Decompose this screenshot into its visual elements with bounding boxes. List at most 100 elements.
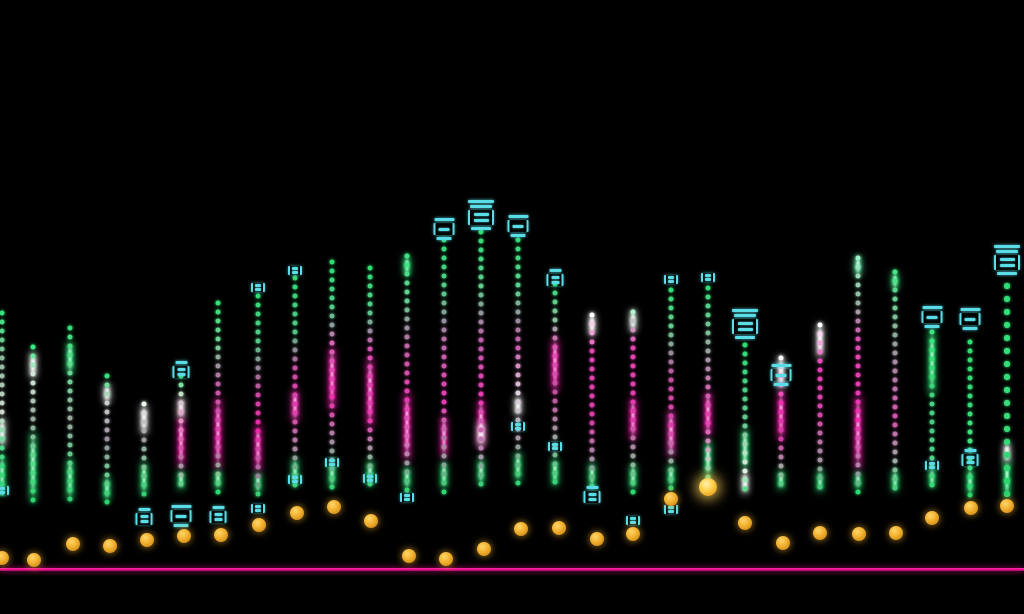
trail-dot: [855, 435, 861, 441]
bounce-ball: [66, 537, 80, 551]
trail-dot: [705, 303, 711, 309]
trail-dot: [892, 278, 898, 284]
trail-dot: [404, 343, 410, 349]
trail-dot: [817, 340, 823, 346]
trail-dot: [441, 237, 447, 243]
bracket-marker-icon: [288, 475, 302, 484]
bounce-ball: [776, 536, 790, 550]
marker-bar: [434, 218, 454, 221]
trail-dot: [67, 406, 73, 412]
trail-dot: [855, 327, 861, 333]
trail-dot: [404, 316, 410, 322]
trail-dot: [329, 268, 335, 274]
trail-dot: [817, 349, 823, 355]
marker-bracket-box: [135, 513, 153, 525]
trail-dot: [630, 417, 636, 423]
marker-bar: [515, 423, 521, 426]
trail-dot: [515, 336, 521, 342]
trail-dot: [817, 439, 823, 445]
marker-bar: [438, 227, 450, 231]
trail-dot: [0, 445, 5, 451]
marker-bracket-box: [626, 516, 640, 525]
trail-dot: [478, 319, 484, 325]
bounce-ball: [852, 527, 866, 541]
trail-dot: [67, 487, 73, 493]
trail-dot: [778, 481, 784, 487]
trail-dot: [552, 416, 558, 422]
glow-core: [179, 399, 183, 418]
marker-bracket-box: [288, 475, 302, 484]
marker-bracket-box: [959, 313, 981, 325]
trail-dot: [705, 339, 711, 345]
trail-dot: [552, 461, 558, 467]
trail-dot: [892, 341, 898, 347]
trail-dot: [742, 468, 748, 474]
trail-dot: [441, 480, 447, 486]
marker-bar: [929, 462, 935, 465]
trail-dot: [515, 390, 521, 396]
marker-bar: [471, 227, 491, 230]
glow-core: [968, 470, 972, 494]
bounce-ball: [626, 527, 640, 541]
trail-dot: [705, 285, 711, 291]
trail-dot: [630, 426, 636, 432]
trail-dot: [892, 359, 898, 365]
trail-dot: [589, 447, 595, 453]
bracket-marker-icon: [251, 504, 265, 513]
glow-core: [31, 434, 35, 500]
glow-core: [0, 420, 4, 446]
trail-dot: [589, 402, 595, 408]
trail-dot: [1004, 413, 1010, 419]
trail-dot: [178, 436, 184, 442]
trail-dot: [329, 385, 335, 391]
marker-bar: [138, 508, 150, 511]
glow-core: [293, 460, 297, 484]
trail-dot: [30, 470, 36, 476]
trail-dot: [705, 456, 711, 462]
trail-dot: [967, 492, 973, 498]
trail-dot: [329, 412, 335, 418]
trail-dot: [292, 320, 298, 326]
trail-dot: [255, 482, 261, 488]
trail-dot: [178, 481, 184, 487]
trail-dot: [478, 301, 484, 307]
trail-dot: [292, 311, 298, 317]
marker-bar: [966, 456, 974, 459]
trail-dot: [441, 318, 447, 324]
glow-core: [669, 466, 673, 486]
trail-dot: [178, 409, 184, 415]
marker-bar: [551, 281, 559, 284]
glow-core: [743, 430, 747, 468]
marker-bar: [292, 271, 298, 274]
marker-bar: [771, 364, 791, 367]
trail-dot: [404, 424, 410, 430]
trail-dot: [404, 460, 410, 466]
trail-dot: [855, 372, 861, 378]
trail-dot: [742, 432, 748, 438]
trail-dot: [404, 379, 410, 385]
trail-dot: [630, 309, 636, 315]
trail-dot: [589, 429, 595, 435]
trail-dot: [855, 363, 861, 369]
trail-dot: [742, 441, 748, 447]
trail-dot: [441, 345, 447, 351]
trail-dot: [0, 328, 5, 334]
trail-dot: [478, 373, 484, 379]
marker-bar: [705, 274, 711, 277]
trail-dot: [929, 446, 935, 452]
trail-dot: [552, 281, 558, 287]
trail-dot: [478, 364, 484, 370]
trail-dot: [1004, 400, 1010, 406]
marker-bar: [668, 276, 674, 279]
trail-dot: [630, 435, 636, 441]
trail-dot: [30, 398, 36, 404]
trail-dot: [0, 427, 5, 433]
trail-dot: [367, 436, 373, 442]
trail-dot: [630, 372, 636, 378]
trail-dot: [329, 322, 335, 328]
trail-dot: [478, 391, 484, 397]
trail-dot: [705, 393, 711, 399]
trail-dot: [892, 449, 898, 455]
marker-bar: [586, 486, 598, 489]
